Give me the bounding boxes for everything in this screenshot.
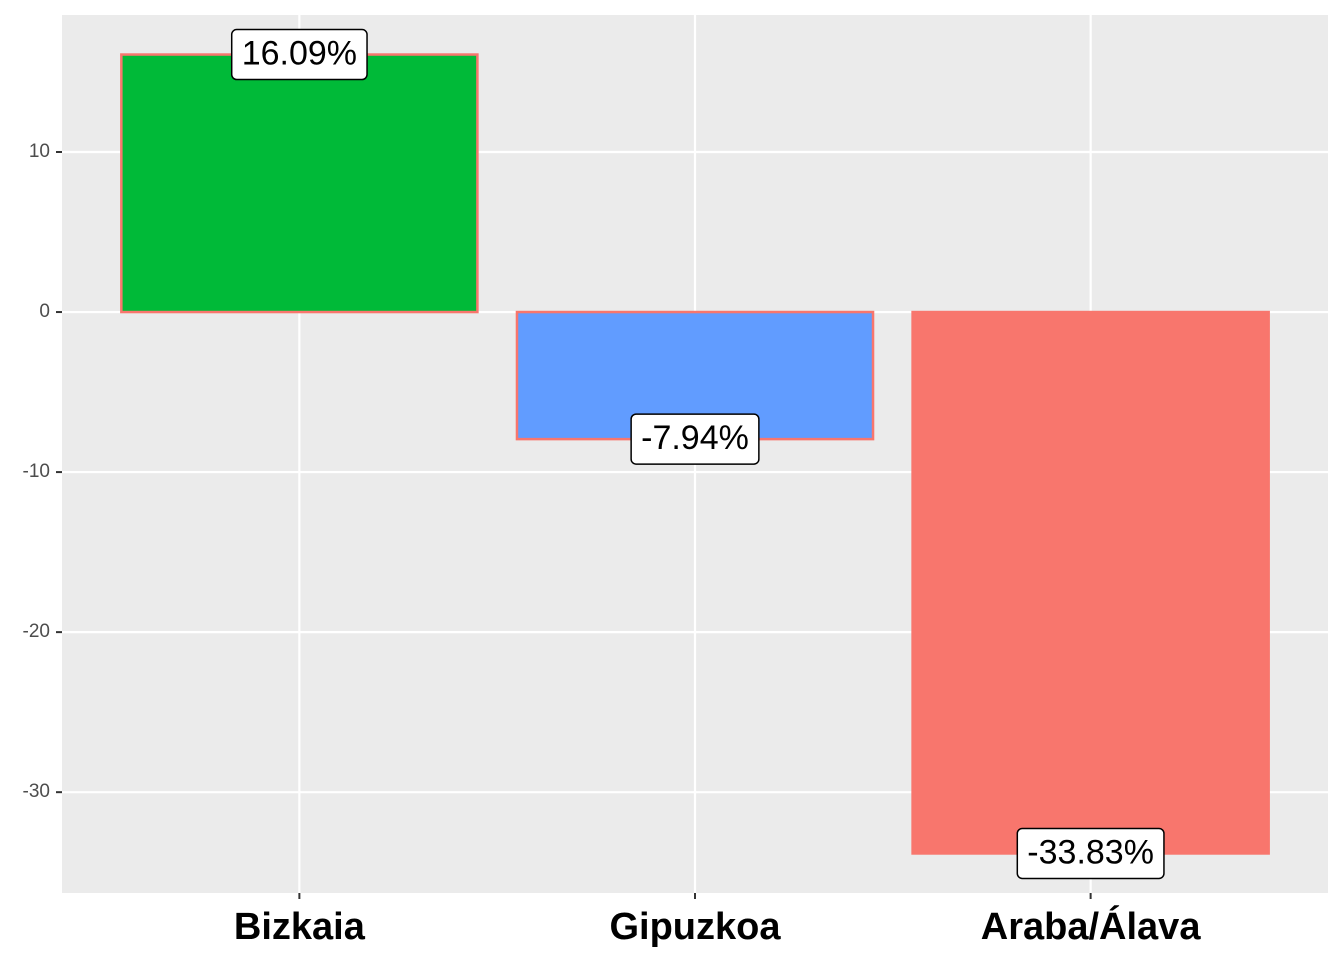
y-tick-label: -30 (23, 781, 50, 802)
x-tick-label: Bizkaia (234, 906, 366, 948)
value-label: -33.83% (1016, 827, 1165, 880)
y-tick-label: 0 (39, 301, 50, 322)
value-label-box (630, 413, 760, 465)
y-tick-label: -10 (23, 461, 50, 482)
y-tick-label: -20 (23, 621, 50, 642)
x-tick-label: Araba/Álava (981, 904, 1202, 948)
value-label-box (230, 28, 368, 81)
value-label-text: -7.94% (641, 419, 749, 457)
bar (911, 310, 1270, 855)
value-label: 16.09% (230, 28, 368, 81)
value-label: -7.94% (630, 413, 760, 465)
bar (120, 53, 479, 314)
value-label-text: -33.83% (1027, 833, 1154, 871)
value-label-box (1016, 827, 1165, 880)
value-label-text: 16.09% (242, 35, 357, 73)
x-tick-label: Gipuzkoa (609, 906, 781, 948)
y-tick-label: 10 (29, 141, 50, 162)
